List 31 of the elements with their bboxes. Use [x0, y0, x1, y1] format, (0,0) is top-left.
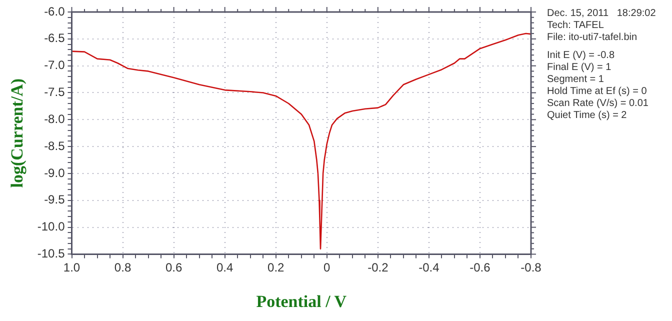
- y-tick-label: -7.5: [44, 85, 66, 100]
- x-tick-label: -0.4: [418, 260, 440, 275]
- text: Hold Time at Ef (s) = 0: [547, 86, 648, 98]
- y-tick-label: -6.5: [44, 31, 66, 46]
- x-tick-label: -0.2: [368, 260, 389, 275]
- y-tick-label: -10.5: [37, 246, 66, 261]
- text: Dec. 15, 2011 18:29:02: [547, 8, 656, 20]
- x-tick-label: 0.4: [216, 260, 234, 275]
- x-tick-label: 0: [324, 260, 331, 275]
- y-tick-label: -8.5: [44, 138, 66, 153]
- x-tick-label: 1.0: [63, 260, 80, 275]
- y-tick-label: -9.5: [44, 192, 66, 207]
- y-tick-label: -8.0: [44, 112, 66, 126]
- text: Scan Rate (V/s) = 0.01: [547, 98, 650, 110]
- x-tick-label: 0.2: [268, 260, 285, 275]
- text: Init E (V) = -0.8: [547, 50, 616, 62]
- text: Quiet Time (s) = 2: [547, 110, 628, 122]
- x-tick-label: -0.6: [470, 260, 491, 275]
- y-tick-label: -6.0: [44, 4, 66, 18]
- y-tick-label: -9.0: [44, 166, 66, 180]
- x-tick-label: 0.8: [114, 260, 132, 275]
- x-axis-title: Potential / V: [256, 292, 348, 312]
- y-tick-label: -7.0: [44, 58, 66, 72]
- y-axis-title: log(Current/A): [8, 78, 27, 188]
- text: Segment = 1: [547, 74, 605, 86]
- text: File: ito-uti7-tafel.bin: [547, 32, 638, 44]
- text: Tech: TAFEL: [547, 20, 605, 32]
- x-tick-label: -0.8: [520, 260, 542, 275]
- text: Final E (V) = 1: [547, 62, 612, 74]
- y-tick-label: -10.0: [37, 220, 66, 234]
- x-tick-label: 0.6: [165, 260, 182, 275]
